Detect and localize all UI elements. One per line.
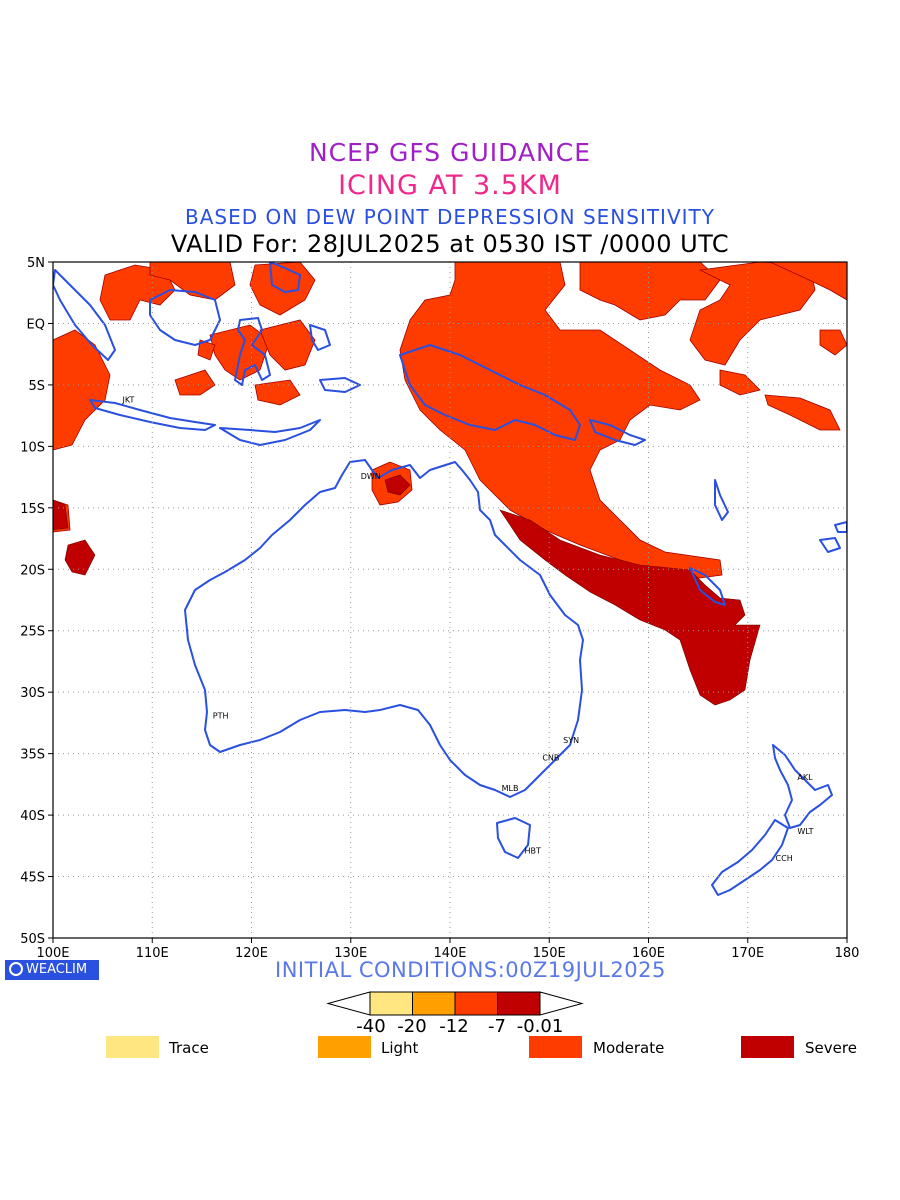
colorbar-segment: [497, 991, 541, 1016]
legend-label: Trace: [169, 1039, 209, 1057]
brand-label: WEACLIM: [26, 962, 88, 977]
lat-tick-label: EQ: [27, 317, 45, 332]
colorbar-label: -7: [488, 1016, 506, 1037]
lat-tick-label: 10S: [20, 440, 45, 455]
colorbar-label: -40: [356, 1016, 386, 1037]
colorbar-label: -12: [439, 1016, 469, 1037]
city-label-cnb: CNB: [542, 753, 559, 762]
legend-swatch-light: [318, 1036, 371, 1058]
lon-tick-label: 150E: [533, 946, 566, 961]
lon-tick-label: 120E: [235, 946, 268, 961]
lat-tick-label: 20S: [20, 563, 45, 578]
coast-australia: [184, 459, 584, 798]
coast-nz-south: [711, 819, 789, 896]
colorbar-segment: [412, 991, 456, 1016]
coast-vanuatu: [714, 479, 729, 521]
legend-label: Light: [381, 1039, 419, 1057]
title-method: BASED ON DEW POINT DEPRESSION SENSITIVIT…: [185, 205, 715, 229]
legend-label: Severe: [805, 1039, 857, 1057]
city-labels: JKT DWN PTH SYN CNB MLB HBT AKL WLT CCH: [121, 396, 813, 863]
city-label-mlb: MLB: [502, 784, 519, 793]
title-model: NCEP GFS GUIDANCE: [308, 138, 591, 167]
city-label-wlt: WLT: [797, 827, 813, 836]
colorbar: [326, 991, 584, 1016]
coast-mindanao: [269, 262, 301, 293]
copyright-icon: [9, 962, 23, 976]
colorbar-low-arrow: [326, 991, 371, 1016]
lat-tick-label: 5N: [27, 256, 45, 271]
legend-swatch-moderate: [529, 1036, 582, 1058]
lat-tick-label: 5S: [28, 379, 45, 394]
colorbar-high-arrow: [539, 991, 584, 1016]
coast-tasmania: [496, 817, 531, 859]
legend-label: Moderate: [593, 1039, 665, 1057]
legend-swatch-trace: [106, 1036, 159, 1058]
coast-new-caledonia: [689, 567, 726, 606]
initial-conditions: INITIAL CONDITIONS:00Z19JUL2025: [275, 958, 666, 982]
city-label-syn: SYN: [563, 736, 579, 745]
weaclim-logo: WEACLIM: [5, 960, 99, 980]
city-label-pth: PTH: [213, 712, 229, 721]
city-label-dwn: DWN: [361, 472, 381, 481]
colorbar-segment: [369, 991, 413, 1016]
city-label-hbt: HBT: [524, 847, 541, 856]
colorbar-label: -20: [397, 1016, 427, 1037]
moderate-icing-areas: [53, 262, 847, 579]
coast-java: [89, 399, 216, 431]
lat-tick-label: 25S: [20, 625, 45, 640]
colorbar-segment: [454, 991, 498, 1016]
coast-borneo: [149, 289, 221, 346]
title-valid-time: VALID For: 28JUL2025 at 0530 IST /0000 U…: [170, 230, 730, 258]
lon-tick-label: 140E: [433, 946, 466, 961]
title-product: ICING AT 3.5KM: [338, 170, 562, 201]
coast-solomons: [589, 419, 646, 446]
coast-sumatra: [53, 269, 116, 361]
severe-icing-areas: [53, 474, 761, 706]
coast-sulawesi: [234, 317, 271, 386]
coast-lesser-sunda: [219, 419, 321, 446]
icing-fields: [53, 262, 847, 896]
lon-tick-label: 170E: [731, 946, 764, 961]
city-label-jkt: JKT: [121, 396, 134, 405]
axis-ticks: 100E 110E 120E 130E 140E 150E 160E 170E 180 5N EQ 5…: [20, 256, 859, 961]
city-label-cch: CCH: [776, 854, 793, 863]
coastlines: [53, 262, 847, 896]
lon-tick-label: 160E: [632, 946, 665, 961]
city-label-akl: AKL: [797, 773, 813, 782]
lon-tick-label: 100E: [36, 946, 69, 961]
lat-tick-label: 50S: [20, 932, 45, 947]
lon-tick-label: 130E: [334, 946, 367, 961]
coast-fiji: [819, 537, 841, 553]
coast-moluccas: [309, 324, 331, 351]
lat-tick-label: 45S: [20, 871, 45, 886]
lat-tick-label: 35S: [20, 748, 45, 763]
lon-tick-label: 180: [835, 946, 860, 961]
coast-new-guinea: [399, 344, 581, 441]
lat-tick-label: 40S: [20, 809, 45, 824]
legend-swatch-severe: [741, 1036, 794, 1058]
coast-fiji-2: [834, 521, 847, 533]
lat-tick-label: 15S: [20, 502, 45, 517]
coast-nz-north: [772, 744, 833, 829]
coast-seram: [319, 377, 361, 393]
lat-tick-label: 30S: [20, 686, 45, 701]
colorbar-label: -0.01: [516, 1016, 564, 1037]
lon-tick-label: 110E: [136, 946, 169, 961]
